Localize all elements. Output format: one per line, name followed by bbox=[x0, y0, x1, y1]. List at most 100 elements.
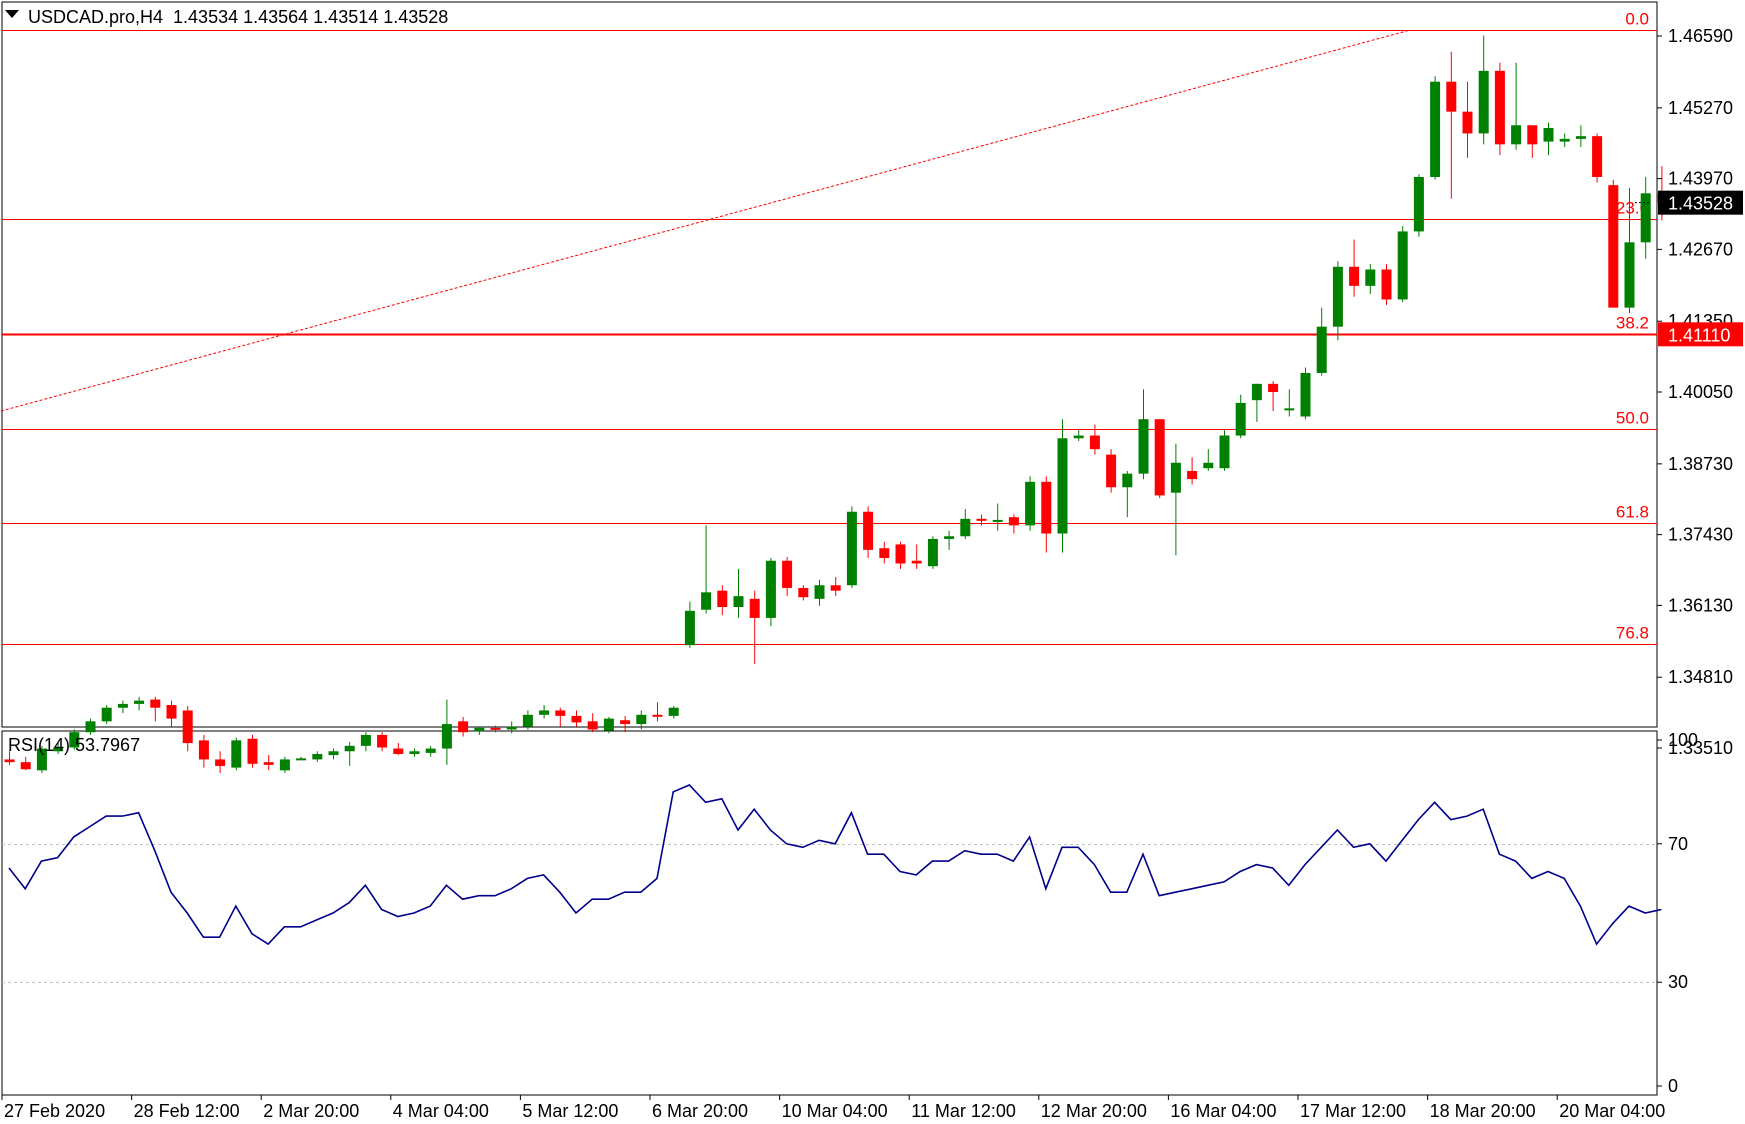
candle bbox=[782, 556, 793, 597]
candle bbox=[1300, 367, 1311, 420]
candle-body-bear bbox=[1462, 111, 1473, 134]
candle-body-bull bbox=[1073, 435, 1084, 439]
candle-body-bull bbox=[474, 727, 485, 732]
candle bbox=[717, 585, 728, 616]
candle bbox=[1430, 76, 1441, 180]
candle-body-bear bbox=[4, 759, 15, 763]
candle-body-bull bbox=[522, 714, 533, 727]
price-tick-label: 1.42670 bbox=[1668, 239, 1733, 259]
candle-body-bear bbox=[1608, 185, 1619, 308]
fib-level-label: 38.2 bbox=[1616, 314, 1649, 333]
candle-body-bull bbox=[69, 732, 80, 748]
candle-body-bull bbox=[733, 596, 744, 608]
candle-body-bull bbox=[701, 592, 712, 610]
candle bbox=[1187, 457, 1198, 485]
candle bbox=[1008, 514, 1019, 534]
price-pane-border bbox=[1, 1, 1658, 728]
candle bbox=[1284, 389, 1295, 417]
candle-body-bear bbox=[166, 704, 177, 719]
trend-line-segment[interactable] bbox=[0, 29, 1411, 412]
candle bbox=[134, 696, 145, 711]
candle bbox=[1543, 122, 1554, 156]
candle bbox=[150, 696, 161, 722]
candle-body-bear bbox=[1187, 470, 1198, 480]
candle bbox=[1154, 419, 1165, 499]
price-tick-label: 1.43970 bbox=[1668, 169, 1733, 189]
candle-body-bull bbox=[85, 721, 96, 733]
candle bbox=[117, 700, 128, 714]
fib-level-label: 0.0 bbox=[1625, 10, 1649, 29]
candle bbox=[344, 742, 355, 766]
candle-body-bull bbox=[1511, 125, 1522, 145]
rsi-tick-label: 0 bbox=[1668, 1076, 1678, 1096]
candle bbox=[522, 710, 533, 730]
candle bbox=[36, 745, 47, 774]
candle bbox=[733, 568, 744, 618]
candle bbox=[539, 704, 550, 719]
candle-body-bull bbox=[425, 748, 436, 753]
candle-body-bear bbox=[1008, 517, 1019, 526]
time-tick-label: 6 Mar 20:00 bbox=[652, 1101, 748, 1121]
candle-body-bull bbox=[1235, 402, 1246, 436]
candle bbox=[1316, 307, 1327, 376]
candle bbox=[863, 506, 874, 559]
time-tick-label: 12 Mar 20:00 bbox=[1041, 1101, 1147, 1121]
candle-body-bear bbox=[490, 727, 501, 730]
candle-body-bull bbox=[1316, 326, 1327, 373]
trend-line[interactable] bbox=[0, 29, 1411, 412]
candle-body-bull bbox=[360, 734, 371, 746]
candle-body-bull bbox=[279, 759, 290, 771]
candle bbox=[279, 756, 290, 774]
candle bbox=[652, 702, 663, 722]
candle-body-bear bbox=[1041, 481, 1052, 534]
price-tick-label: 1.37430 bbox=[1668, 525, 1733, 545]
candle bbox=[490, 725, 501, 733]
candle-body-bull bbox=[1397, 231, 1408, 300]
candle bbox=[182, 706, 193, 752]
candle-body-bull bbox=[1057, 438, 1068, 534]
candle bbox=[1122, 470, 1133, 518]
candle bbox=[231, 737, 242, 771]
candle-body-bull bbox=[231, 740, 242, 768]
candle bbox=[1235, 394, 1246, 439]
candle bbox=[101, 704, 112, 725]
candle-body-bull bbox=[539, 710, 550, 715]
candle-body-bull bbox=[117, 703, 128, 708]
candle-body-bear bbox=[620, 720, 631, 725]
triangle-down-icon[interactable] bbox=[5, 10, 19, 18]
candle-body-bull bbox=[1219, 435, 1230, 469]
candle-body-bear bbox=[1381, 269, 1392, 300]
time-tick-label: 20 Mar 04:00 bbox=[1559, 1101, 1665, 1121]
candle bbox=[20, 756, 31, 771]
candle-body-bull bbox=[409, 751, 420, 754]
candle bbox=[312, 751, 323, 763]
candle-body-bear bbox=[1494, 70, 1505, 145]
candle bbox=[571, 710, 582, 727]
candle-body-bull bbox=[846, 511, 857, 586]
candle bbox=[636, 710, 647, 730]
candle-body-bear bbox=[377, 734, 388, 748]
candle-body-bear bbox=[247, 738, 258, 764]
candle bbox=[1575, 125, 1586, 148]
candle bbox=[927, 536, 938, 569]
candle bbox=[441, 699, 452, 765]
candle-body-bear bbox=[782, 560, 793, 588]
candle bbox=[506, 721, 517, 734]
candle bbox=[555, 707, 566, 727]
candle-body-bull bbox=[944, 536, 955, 539]
candle bbox=[1527, 125, 1538, 158]
candle-body-bull bbox=[603, 718, 614, 731]
time-tick-label: 17 Mar 12:00 bbox=[1300, 1101, 1406, 1121]
candle bbox=[976, 514, 987, 526]
candle-body-bull bbox=[312, 753, 323, 760]
candle-body-bull bbox=[1624, 242, 1635, 308]
fibonacci-retracement[interactable]: 0.023.638.250.061.876.8 bbox=[2, 10, 1657, 645]
candle bbox=[263, 755, 274, 771]
candle-body-bear bbox=[749, 598, 760, 618]
candle-body-bull bbox=[1430, 81, 1441, 177]
candle bbox=[1332, 261, 1343, 341]
price-tick-label: 1.45270 bbox=[1668, 98, 1733, 118]
candle bbox=[1138, 389, 1149, 480]
candle bbox=[830, 577, 841, 597]
